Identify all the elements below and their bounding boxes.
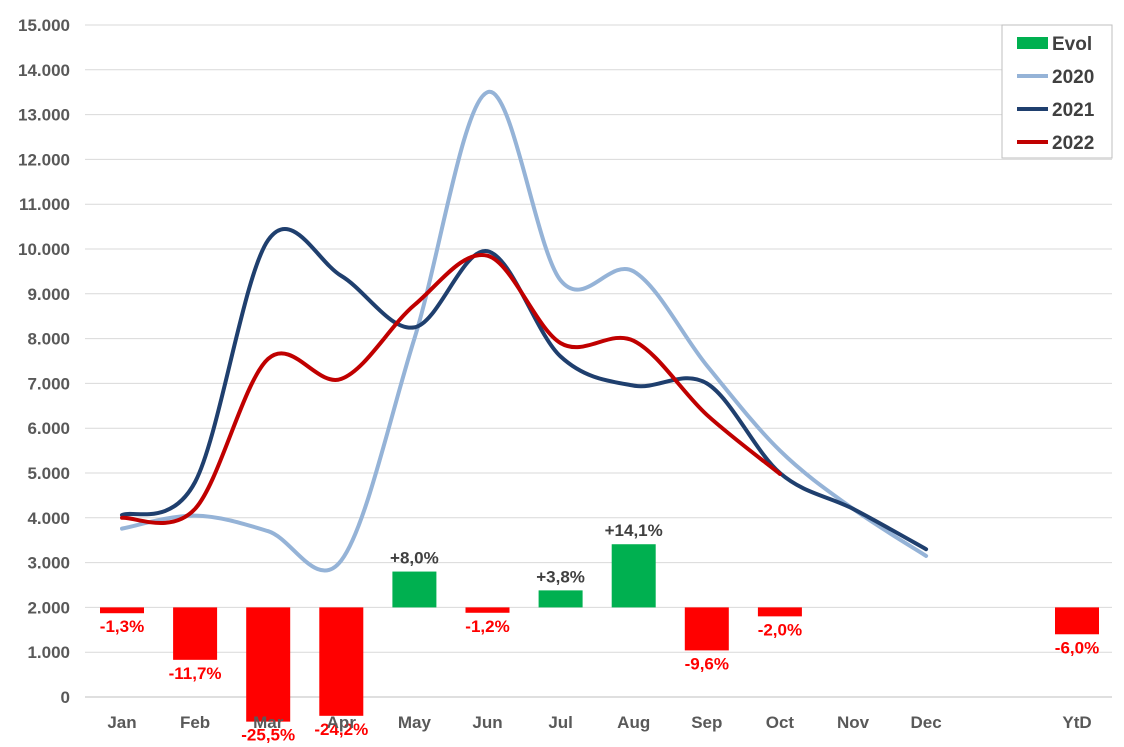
evol-bar-label: +8,0% (390, 549, 439, 568)
y-tick-label: 5.000 (27, 464, 70, 483)
y-axis: 0 1.000 2.000 3.000 4.000 5.000 6.000 7.000 8.00… (18, 16, 70, 707)
evol-bar (319, 607, 364, 716)
y-tick-label: 13.000 (18, 106, 70, 125)
evol-bar (465, 607, 510, 613)
grid-lines (85, 24, 1112, 698)
y-tick-label: 8.000 (27, 330, 70, 349)
x-tick-label: May (398, 713, 432, 732)
evol-bar (1055, 607, 1099, 635)
evol-bar (684, 607, 729, 651)
x-tick-label: Apr (327, 713, 357, 732)
y-tick-label: 10.000 (18, 240, 70, 259)
y-tick-label: 4.000 (27, 509, 70, 528)
y-tick-label: 9.000 (27, 285, 70, 304)
evol-bar (392, 571, 437, 608)
evol-bar-label: +14,1% (605, 521, 663, 540)
series-line-2021 (120, 227, 929, 552)
evol-bar (611, 544, 656, 608)
evol-bar (538, 590, 583, 608)
series-line-2022 (120, 253, 782, 525)
x-tick-label: Feb (180, 713, 210, 732)
evol-bar-labels: -1,3% -11,7% -25,5% -24,2% +8,0% -1,2% +3,8% +1… (100, 521, 1099, 744)
legend-label: 2021 (1052, 100, 1095, 121)
legend-label: Evol (1052, 34, 1092, 55)
evol-bar-label: -2,0% (758, 620, 802, 639)
evol-bar (173, 607, 218, 660)
evol-bar (100, 607, 144, 614)
y-tick-label: 11.000 (19, 195, 70, 214)
x-tick-label: Sep (691, 713, 722, 732)
y-tick-label: 0 (61, 688, 70, 707)
evol-bar-label: -24,2% (314, 720, 368, 739)
x-tick-label: Aug (617, 713, 650, 732)
y-tick-label: 14.000 (18, 61, 70, 80)
y-tick-label: 7.000 (27, 374, 70, 393)
x-tick-label: YtD (1062, 713, 1091, 732)
series-lines (120, 90, 929, 573)
y-tick-label: 1.000 (27, 643, 70, 662)
legend-swatch (1017, 37, 1048, 49)
y-tick-label: 12.000 (18, 150, 70, 169)
evol-bar-label: -1,2% (465, 617, 509, 636)
legend: Evol 2020 2021 2022 (1001, 24, 1113, 159)
legend-label: 2022 (1052, 133, 1094, 154)
evol-bar-label: -25,5% (241, 726, 295, 745)
evol-bar-label: -11,7% (169, 664, 222, 683)
evol-bars (100, 544, 1099, 722)
evol-bar (246, 607, 291, 722)
x-tick-label: Oct (766, 713, 795, 732)
legend-label: 2020 (1052, 67, 1094, 88)
y-tick-label: 15.000 (18, 16, 70, 35)
evol-bar-label: -1,3% (100, 617, 144, 636)
x-axis: Jan Feb Mar Apr May Jun Jul Aug Sep Oct Nov Dec YtD (107, 713, 1091, 732)
evol-bar-label: -9,6% (685, 654, 729, 673)
x-tick-label: Mar (253, 713, 284, 732)
y-tick-label: 3.000 (27, 554, 70, 573)
x-tick-label: Nov (837, 713, 870, 732)
x-tick-label: Jun (472, 713, 502, 732)
x-tick-label: Dec (911, 713, 942, 732)
evol-bar (757, 607, 802, 617)
y-tick-label: 2.000 (27, 598, 70, 617)
evol-bar-label: -6,0% (1055, 638, 1099, 657)
evol-bar-label: +3,8% (536, 567, 585, 586)
series-line-2020 (120, 90, 929, 573)
y-tick-label: 6.000 (27, 419, 70, 438)
x-tick-label: Jul (548, 713, 573, 732)
x-tick-label: Jan (107, 713, 136, 732)
